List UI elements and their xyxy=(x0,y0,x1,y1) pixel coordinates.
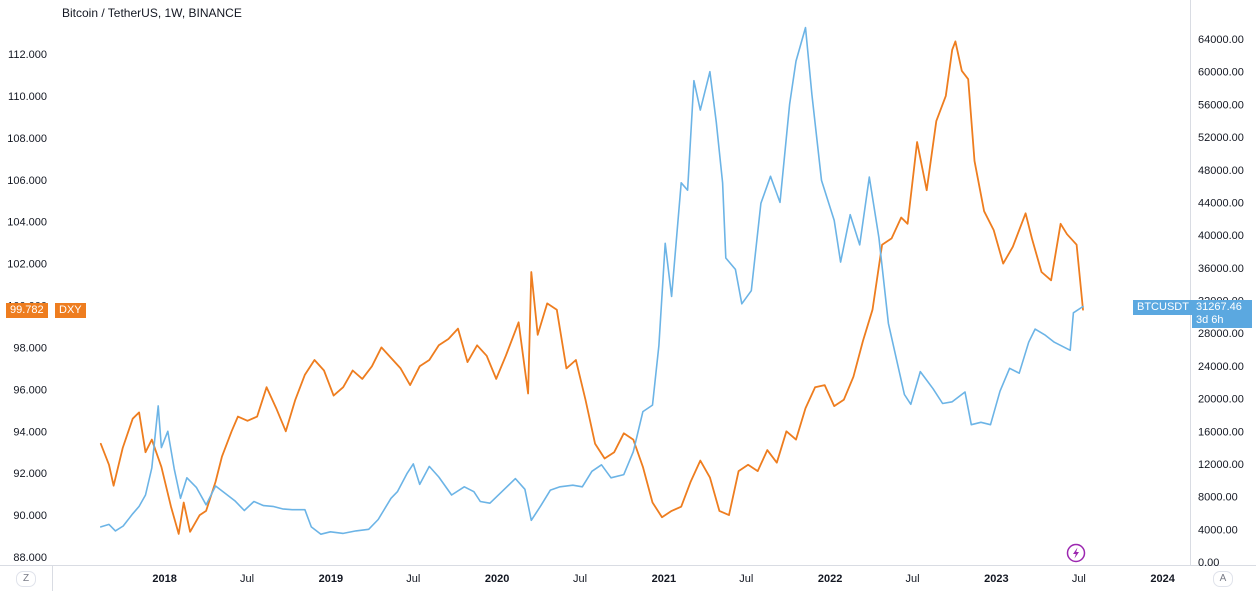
x-tick-label: Jul xyxy=(406,573,420,585)
chart-title: Bitcoin / TetherUS, 1W, BINANCE xyxy=(62,6,242,20)
dxy-symbol-tag: DXY xyxy=(55,303,86,318)
x-tick-label: 2019 xyxy=(319,573,343,585)
left-tick-label: 108.000 xyxy=(7,133,47,145)
x-tick-label: 2023 xyxy=(984,573,1008,585)
x-tick-label: 2021 xyxy=(652,573,676,585)
x-tick-label: Jul xyxy=(739,573,753,585)
series-line-dxy xyxy=(99,40,1084,535)
left-tick-label: 104.000 xyxy=(7,217,47,229)
left-tick-label: 106.000 xyxy=(7,175,47,187)
btc-countdown-tag: 3d 6h xyxy=(1192,313,1252,328)
x-tick-label: Jul xyxy=(573,573,587,585)
btc-price-tag: 31267.46 xyxy=(1192,300,1252,315)
left-tick-label: 88.000 xyxy=(13,552,47,564)
left-tick-label: 92.000 xyxy=(13,468,47,480)
left-tick-label: 98.000 xyxy=(13,342,47,354)
series-line-btcusdt xyxy=(100,26,1084,536)
left-tick-label: 102.000 xyxy=(7,259,47,271)
right-tick-label: 48000.00 xyxy=(1198,165,1244,177)
x-tick-label: 2020 xyxy=(485,573,509,585)
left-tick-label: 110.000 xyxy=(8,91,47,103)
x-tick-label: Jul xyxy=(240,573,254,585)
left-tick-label: 112.000 xyxy=(8,49,47,61)
lightning-icon[interactable] xyxy=(1066,543,1086,563)
x-tick-label: 2022 xyxy=(818,573,842,585)
right-tick-label: 4000.00 xyxy=(1198,524,1238,536)
right-tick-label: 12000.00 xyxy=(1198,459,1244,471)
left-tick-label: 90.000 xyxy=(13,510,47,522)
auto-scale-left-button[interactable]: Z xyxy=(16,571,36,587)
right-tick-label: 28000.00 xyxy=(1198,328,1244,340)
right-tick-label: 16000.00 xyxy=(1198,426,1244,438)
right-tick-label: 60000.00 xyxy=(1198,67,1244,79)
right-tick-label: 56000.00 xyxy=(1198,99,1244,111)
x-tick-label: Jul xyxy=(906,573,920,585)
left-tick-label: 94.000 xyxy=(13,426,47,438)
right-tick-label: 0.00 xyxy=(1198,557,1219,569)
right-tick-label: 20000.00 xyxy=(1198,394,1244,406)
right-tick-label: 36000.00 xyxy=(1198,263,1244,275)
auto-scale-right-button[interactable]: A xyxy=(1213,571,1233,587)
left-tick-label: 96.000 xyxy=(13,384,47,396)
x-tick-label: 2018 xyxy=(152,573,176,585)
x-tick-label: Jul xyxy=(1072,573,1086,585)
x-tick-label: 2024 xyxy=(1150,573,1175,585)
right-tick-label: 40000.00 xyxy=(1198,230,1244,242)
dxy-price-tag: 99.782 xyxy=(6,303,48,318)
right-axis: 0.00 4000.00 8000.00 12000.00 16000.00 20000.… xyxy=(1198,34,1244,569)
right-tick-label: 8000.00 xyxy=(1198,492,1238,504)
right-tick-label: 64000.00 xyxy=(1198,34,1244,46)
right-tick-label: 52000.00 xyxy=(1198,132,1244,144)
btc-symbol-tag: BTCUSDT xyxy=(1133,300,1193,315)
right-tick-label: 44000.00 xyxy=(1198,197,1244,209)
x-axis: 2018 Jul 2019 Jul 2020 Jul 2021 Jul 2022 Jul 2023 J… xyxy=(152,573,1175,585)
right-tick-label: 24000.00 xyxy=(1198,361,1244,373)
series-layer xyxy=(99,26,1084,536)
